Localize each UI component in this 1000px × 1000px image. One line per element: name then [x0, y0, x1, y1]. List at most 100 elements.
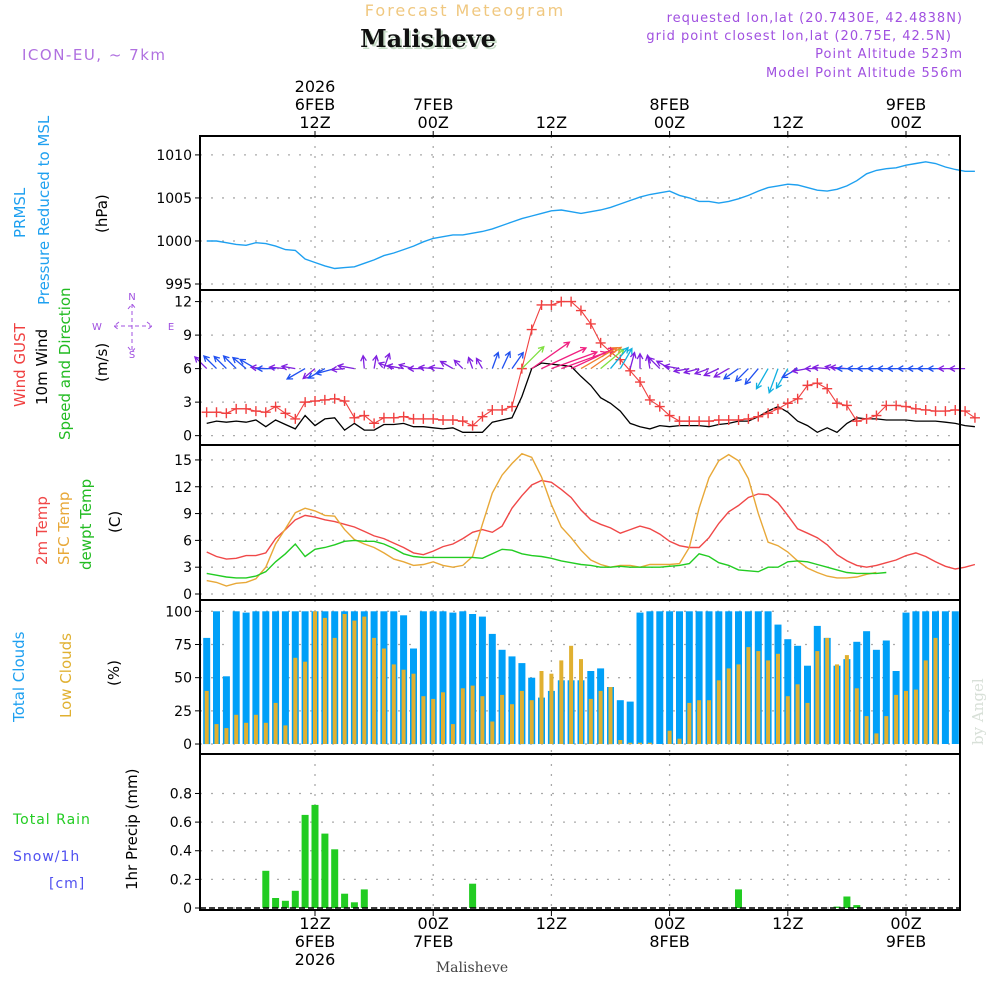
wind-gust-label: Wind GUST — [11, 322, 29, 407]
gust-marker — [516, 363, 527, 374]
gust-marker — [438, 415, 449, 426]
gust-marker — [674, 416, 685, 427]
time-label: 00Z — [890, 113, 921, 132]
total-cloud-bar — [281, 611, 289, 744]
low-cloud-bar — [598, 690, 603, 744]
gust-marker — [211, 407, 222, 418]
total-cloud-bar — [439, 611, 447, 744]
wind-direction-arrow — [629, 351, 637, 369]
gust-marker — [526, 324, 537, 335]
time-label: 00Z — [418, 914, 449, 933]
gust-marker — [487, 404, 498, 415]
time-label: 00Z — [418, 113, 449, 132]
gust-marker — [684, 416, 695, 427]
low-cloud-bar — [795, 684, 800, 744]
low-cloud-bar — [244, 722, 249, 744]
low-cloud-bar — [253, 714, 258, 744]
low-cloud-bar — [884, 716, 889, 744]
wind-direction-arrow — [561, 350, 608, 370]
gust-marker — [654, 401, 665, 412]
panel-frame — [199, 444, 961, 601]
gust-marker — [359, 410, 370, 421]
wind-direction-arrow — [744, 368, 759, 386]
temp-ylabels: 2m Temp SFC Temp dewpt Temp (C) — [33, 479, 124, 570]
low-cloud-bar — [322, 617, 327, 744]
wind-direction-arrow — [755, 368, 769, 390]
gust-marker — [930, 406, 941, 417]
gust-marker — [772, 403, 783, 414]
wind-direction-arrow — [255, 365, 276, 373]
low-cloud-bar — [559, 660, 564, 744]
low-cloud-bar — [460, 688, 465, 744]
gust-marker — [300, 397, 311, 408]
wind-direction-arrow — [570, 347, 616, 370]
y-tick-label: 0.8 — [170, 786, 192, 802]
wind-10m-label: 10m Wind — [33, 329, 51, 405]
precip-bar — [291, 890, 299, 908]
total-cloud-bar — [459, 611, 467, 744]
gust-marker — [398, 411, 409, 422]
panel-frame — [199, 753, 961, 911]
wind-direction-arrow — [385, 363, 404, 371]
time-label: 7FEB — [413, 932, 453, 951]
precip-bar — [301, 814, 309, 908]
low-cloud-bar — [391, 664, 396, 744]
gust-marker — [467, 420, 478, 431]
time-label: 6FEB — [295, 95, 335, 114]
gust-marker — [575, 305, 586, 316]
low-cloud-bar — [588, 698, 593, 744]
low-cloud-bar — [677, 738, 682, 744]
snow-label: Snow/1h — [13, 849, 80, 865]
low-cloud-bar — [844, 655, 849, 744]
total-cloud-bar — [429, 611, 437, 744]
wind-direction-arrow — [580, 347, 619, 370]
gust-marker — [378, 412, 389, 423]
gust-marker — [723, 415, 734, 426]
y-tick-label: 0.2 — [170, 872, 192, 888]
time-label: 12Z — [536, 113, 567, 132]
compass-s: S — [129, 350, 135, 361]
low-cloud-bar — [500, 694, 505, 744]
gust-marker — [881, 400, 892, 411]
low-cloud-bar — [608, 687, 613, 745]
y-tick-label: 6 — [183, 533, 192, 549]
gust-marker — [733, 415, 744, 426]
model-point-altitude: Model Point Altitude 556m — [766, 66, 963, 81]
low-clouds-label: Low Clouds — [57, 633, 75, 718]
precip-bar — [262, 870, 270, 908]
gust-marker — [832, 398, 843, 409]
panel-frame — [199, 289, 961, 446]
gust-marker — [319, 394, 330, 405]
cloud-ylabels: Total Clouds Low Clouds (%) — [10, 631, 123, 723]
low-cloud-bar — [569, 645, 574, 744]
gust-marker — [969, 412, 980, 423]
time-label: 8FEB — [649, 95, 689, 114]
wind-direction-arrow — [722, 368, 739, 380]
total-cloud-bar — [508, 656, 516, 744]
low-cloud-bar — [431, 698, 436, 744]
time-label: 9FEB — [886, 932, 926, 951]
wind-direction-arrow — [428, 364, 444, 372]
low-cloud-bar — [854, 688, 859, 744]
speed-direction-label: Speed and Direction — [56, 287, 74, 440]
gust-marker — [644, 394, 655, 405]
gust-marker — [566, 296, 577, 307]
low-cloud-bar — [726, 668, 731, 744]
low-cloud-bar — [303, 661, 308, 744]
low-cloud-bar — [224, 728, 229, 744]
clouds-panel: 0 25 50 75 100 — [165, 599, 961, 755]
y-tick-label: 100 — [165, 604, 192, 620]
gust-marker — [763, 408, 774, 419]
gust-marker — [507, 401, 517, 412]
low-cloud-bar — [441, 692, 445, 745]
wind-direction-arrow — [703, 368, 720, 377]
precip-bar — [321, 833, 329, 908]
y-tick-label: 0 — [183, 901, 192, 917]
gust-marker — [221, 408, 232, 419]
wind-direction-arrow — [383, 352, 391, 369]
compass-icon: N S W E — [92, 292, 174, 361]
wind-direction-arrow — [511, 351, 524, 369]
low-cloud-bar — [470, 685, 475, 744]
gust-marker — [960, 406, 971, 417]
